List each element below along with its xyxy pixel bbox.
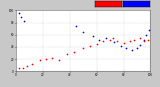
Point — [66, 54, 68, 55]
Point — [130, 49, 133, 51]
Point — [105, 37, 107, 39]
Point — [136, 48, 138, 49]
Point — [145, 34, 148, 35]
Point — [95, 43, 98, 45]
Point — [133, 39, 136, 40]
Point — [17, 68, 20, 69]
Point — [138, 37, 141, 39]
Point — [129, 40, 132, 42]
Point — [75, 25, 78, 26]
Point — [25, 66, 28, 67]
Point — [148, 29, 150, 31]
Point — [39, 60, 41, 61]
Point — [72, 51, 75, 53]
Point — [146, 39, 149, 40]
Point — [142, 40, 145, 42]
Point — [21, 68, 24, 69]
Point — [122, 42, 125, 43]
Point — [17, 13, 20, 14]
Point — [31, 63, 33, 65]
Point — [23, 21, 25, 22]
Point — [112, 37, 114, 39]
Point — [51, 57, 54, 59]
Point — [98, 39, 101, 40]
Point — [58, 60, 60, 61]
Point — [120, 45, 122, 46]
Point — [102, 40, 105, 42]
Point — [91, 35, 94, 37]
Point — [113, 41, 115, 43]
Point — [82, 48, 84, 49]
Point — [116, 40, 118, 42]
Point — [44, 58, 47, 60]
Point — [82, 31, 84, 32]
Point — [89, 45, 91, 46]
Point — [109, 39, 111, 40]
Point — [142, 39, 145, 40]
Point — [125, 48, 128, 49]
Point — [138, 44, 141, 45]
Point — [20, 16, 23, 17]
